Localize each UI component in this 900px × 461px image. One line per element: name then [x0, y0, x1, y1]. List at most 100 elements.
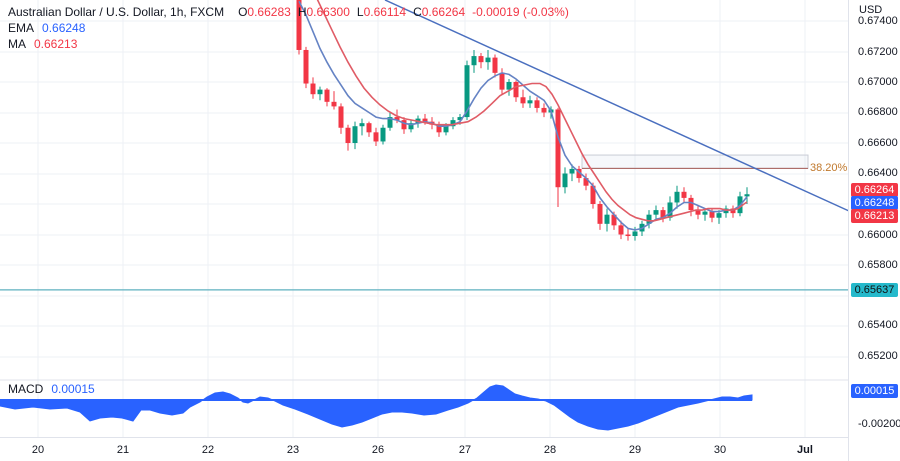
candle-body [590, 185, 596, 204]
candle-body [394, 117, 400, 121]
candle-body [380, 127, 386, 142]
candle-body [464, 65, 470, 118]
price-tick-label: 0.65200 [858, 350, 898, 362]
candle-body [408, 123, 414, 130]
candle-body [681, 191, 687, 198]
candle-body [653, 210, 659, 215]
fib-retracement-box[interactable] [581, 154, 809, 169]
candle-body [450, 120, 456, 127]
trendline[interactable] [384, 0, 861, 217]
candle-body [485, 57, 491, 63]
legend-row-ma: MA 0.66213 [8, 36, 569, 52]
price-axis-currency-label: USD [859, 4, 883, 16]
time-tick-label: Jul [797, 444, 813, 456]
candle-body [646, 214, 652, 224]
candle-body [583, 178, 589, 186]
price-tick-label: 0.65400 [858, 319, 898, 331]
ohlc-item: C0.66264 [413, 5, 466, 19]
change-value: -0.00019 (-0.03%) [472, 5, 569, 19]
candle-body [352, 126, 358, 143]
price-axis[interactable]: USD 0.67400 0.67200 0.67000 0.66800 0.66600 0… [848, 0, 900, 461]
candle-body [478, 56, 484, 63]
ema-indicator-value: 0.66248 [42, 21, 86, 35]
candle-body [534, 100, 540, 108]
candle-body [310, 83, 316, 95]
price-badge: 0.66213 [851, 209, 898, 223]
candle-body [422, 118, 428, 122]
candle-body [667, 202, 673, 218]
macd-indicator-value: 0.00015 [51, 382, 95, 396]
price-tick-label: 0.66000 [858, 229, 898, 241]
candle-body [660, 210, 666, 218]
candle-body [317, 89, 323, 95]
candle-body [324, 89, 330, 102]
candle-body [527, 100, 533, 104]
candles [296, 0, 750, 241]
candle-body [457, 117, 463, 121]
time-tick-label: 23 [286, 444, 300, 456]
candle-body [702, 211, 708, 215]
chart-legend: Australian Dollar / U.S. Dollar, 1h, FXC… [8, 4, 569, 52]
candle-body [688, 197, 694, 211]
candle-body [513, 82, 519, 98]
candle-body [632, 231, 638, 237]
candle-body [520, 97, 526, 104]
candle-body [338, 106, 344, 128]
candle-body [555, 109, 561, 188]
macd-legend: MACD 0.00015 [8, 382, 95, 396]
candle-body [492, 57, 498, 73]
candle-body [611, 214, 617, 226]
candle-body [674, 191, 680, 203]
macd-indicator-label[interactable]: MACD [8, 382, 44, 396]
candle-body [597, 204, 603, 224]
ohlc-item: O0.66283 [238, 5, 291, 19]
candle-body [359, 123, 365, 127]
time-axis[interactable]: 20 21 22 23 26 27 28 29 30 Jul [0, 437, 848, 461]
candle-body [443, 126, 449, 133]
candle-body [303, 49, 309, 84]
price-tick-label: 0.66800 [858, 106, 898, 118]
candle-body [366, 123, 372, 133]
ma-indicator-label[interactable]: MA [8, 37, 26, 51]
candle-body [373, 132, 379, 142]
price-badge: 0.00015 [851, 384, 898, 398]
ema-indicator-label[interactable]: EMA [8, 21, 35, 35]
ohlc-item: L0.66114 [356, 5, 407, 19]
time-tick-label: 28 [543, 444, 557, 456]
candle-body [604, 214, 610, 224]
time-tick-label: 27 [458, 444, 472, 456]
candle-body [506, 82, 512, 90]
time-tick-label: 29 [628, 444, 642, 456]
price-tick-label: 0.66600 [858, 137, 898, 149]
candle-body [709, 211, 715, 218]
legend-row-symbol: Australian Dollar / U.S. Dollar, 1h, FXC… [8, 4, 569, 20]
candle-body [387, 117, 393, 128]
candle-body [716, 213, 722, 218]
macd-area [0, 384, 753, 431]
candle-body [695, 210, 701, 215]
time-tick-label: 30 [713, 444, 727, 456]
price-badge: 0.66248 [851, 196, 898, 210]
candle-body [569, 168, 575, 174]
price-tick-label: 0.66400 [858, 167, 898, 179]
price-tick-label: -0.00200 [858, 418, 900, 430]
price-tick-label: 0.67000 [858, 76, 898, 88]
candle-body [744, 194, 750, 197]
candle-body [345, 127, 351, 143]
ohlc-item: H0.66300 [297, 5, 350, 19]
price-badge: 0.65637 [851, 283, 898, 297]
candle-body [401, 120, 407, 130]
ma-line[interactable] [316, 0, 748, 222]
price-badge: 0.66264 [851, 183, 898, 197]
candle-body [471, 56, 477, 66]
symbol-title[interactable]: Australian Dollar / U.S. Dollar, 1h, FXC… [8, 5, 225, 19]
time-tick-label: 22 [201, 444, 215, 456]
price-tick-label: 0.67200 [858, 46, 898, 58]
price-tick-label: 0.67400 [858, 15, 898, 27]
fib-level-label[interactable]: 38.20% [810, 162, 848, 174]
candle-body [625, 234, 631, 237]
candle-body [499, 72, 505, 90]
time-tick-label: 20 [31, 444, 45, 456]
